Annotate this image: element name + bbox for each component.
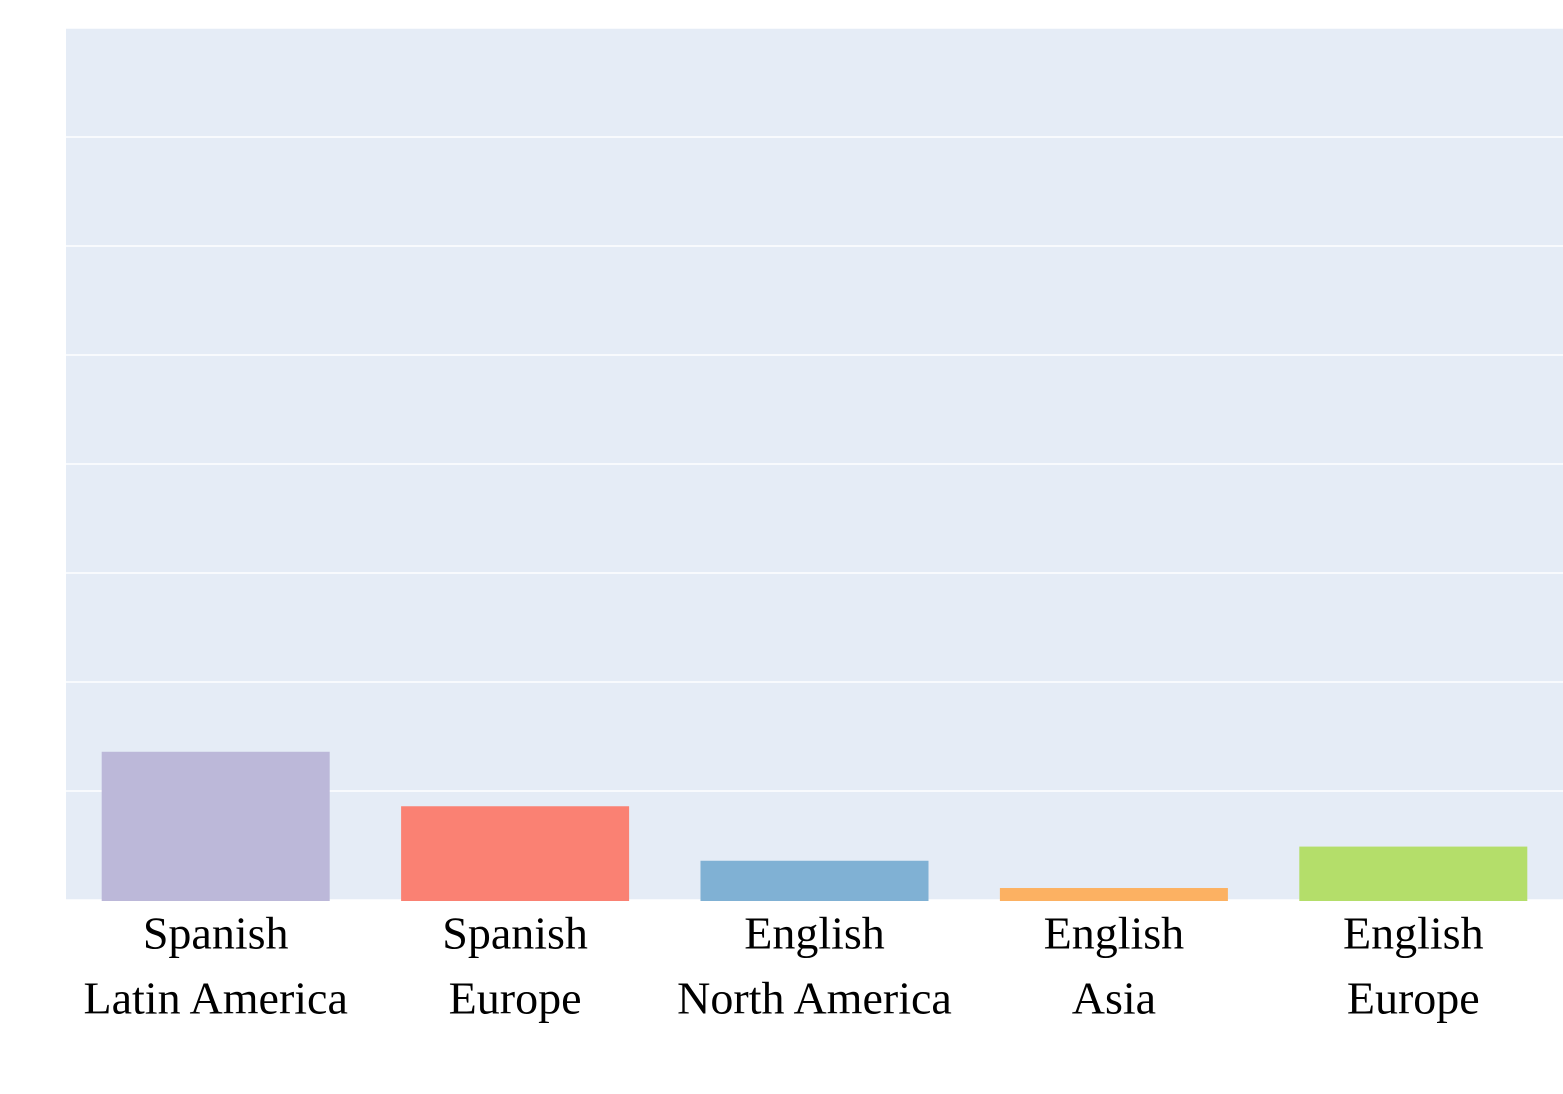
x-tick-label: English <box>744 908 885 959</box>
x-tick-label: English <box>1343 908 1484 959</box>
x-tick-label: Asia <box>1072 973 1156 1024</box>
x-tick-label: Latin America <box>84 973 348 1024</box>
bar <box>1299 846 1528 901</box>
bar <box>101 751 330 901</box>
x-tick-label: Spanish <box>442 908 588 959</box>
x-tick-label: North America <box>677 973 952 1024</box>
bar <box>999 888 1228 901</box>
bar <box>401 806 630 901</box>
x-tick-label: Europe <box>1347 973 1480 1024</box>
bar <box>700 860 929 901</box>
x-tick-label: Europe <box>449 973 582 1024</box>
x-tick-label: English <box>1044 908 1185 959</box>
x-tick-label: Spanish <box>143 908 289 959</box>
